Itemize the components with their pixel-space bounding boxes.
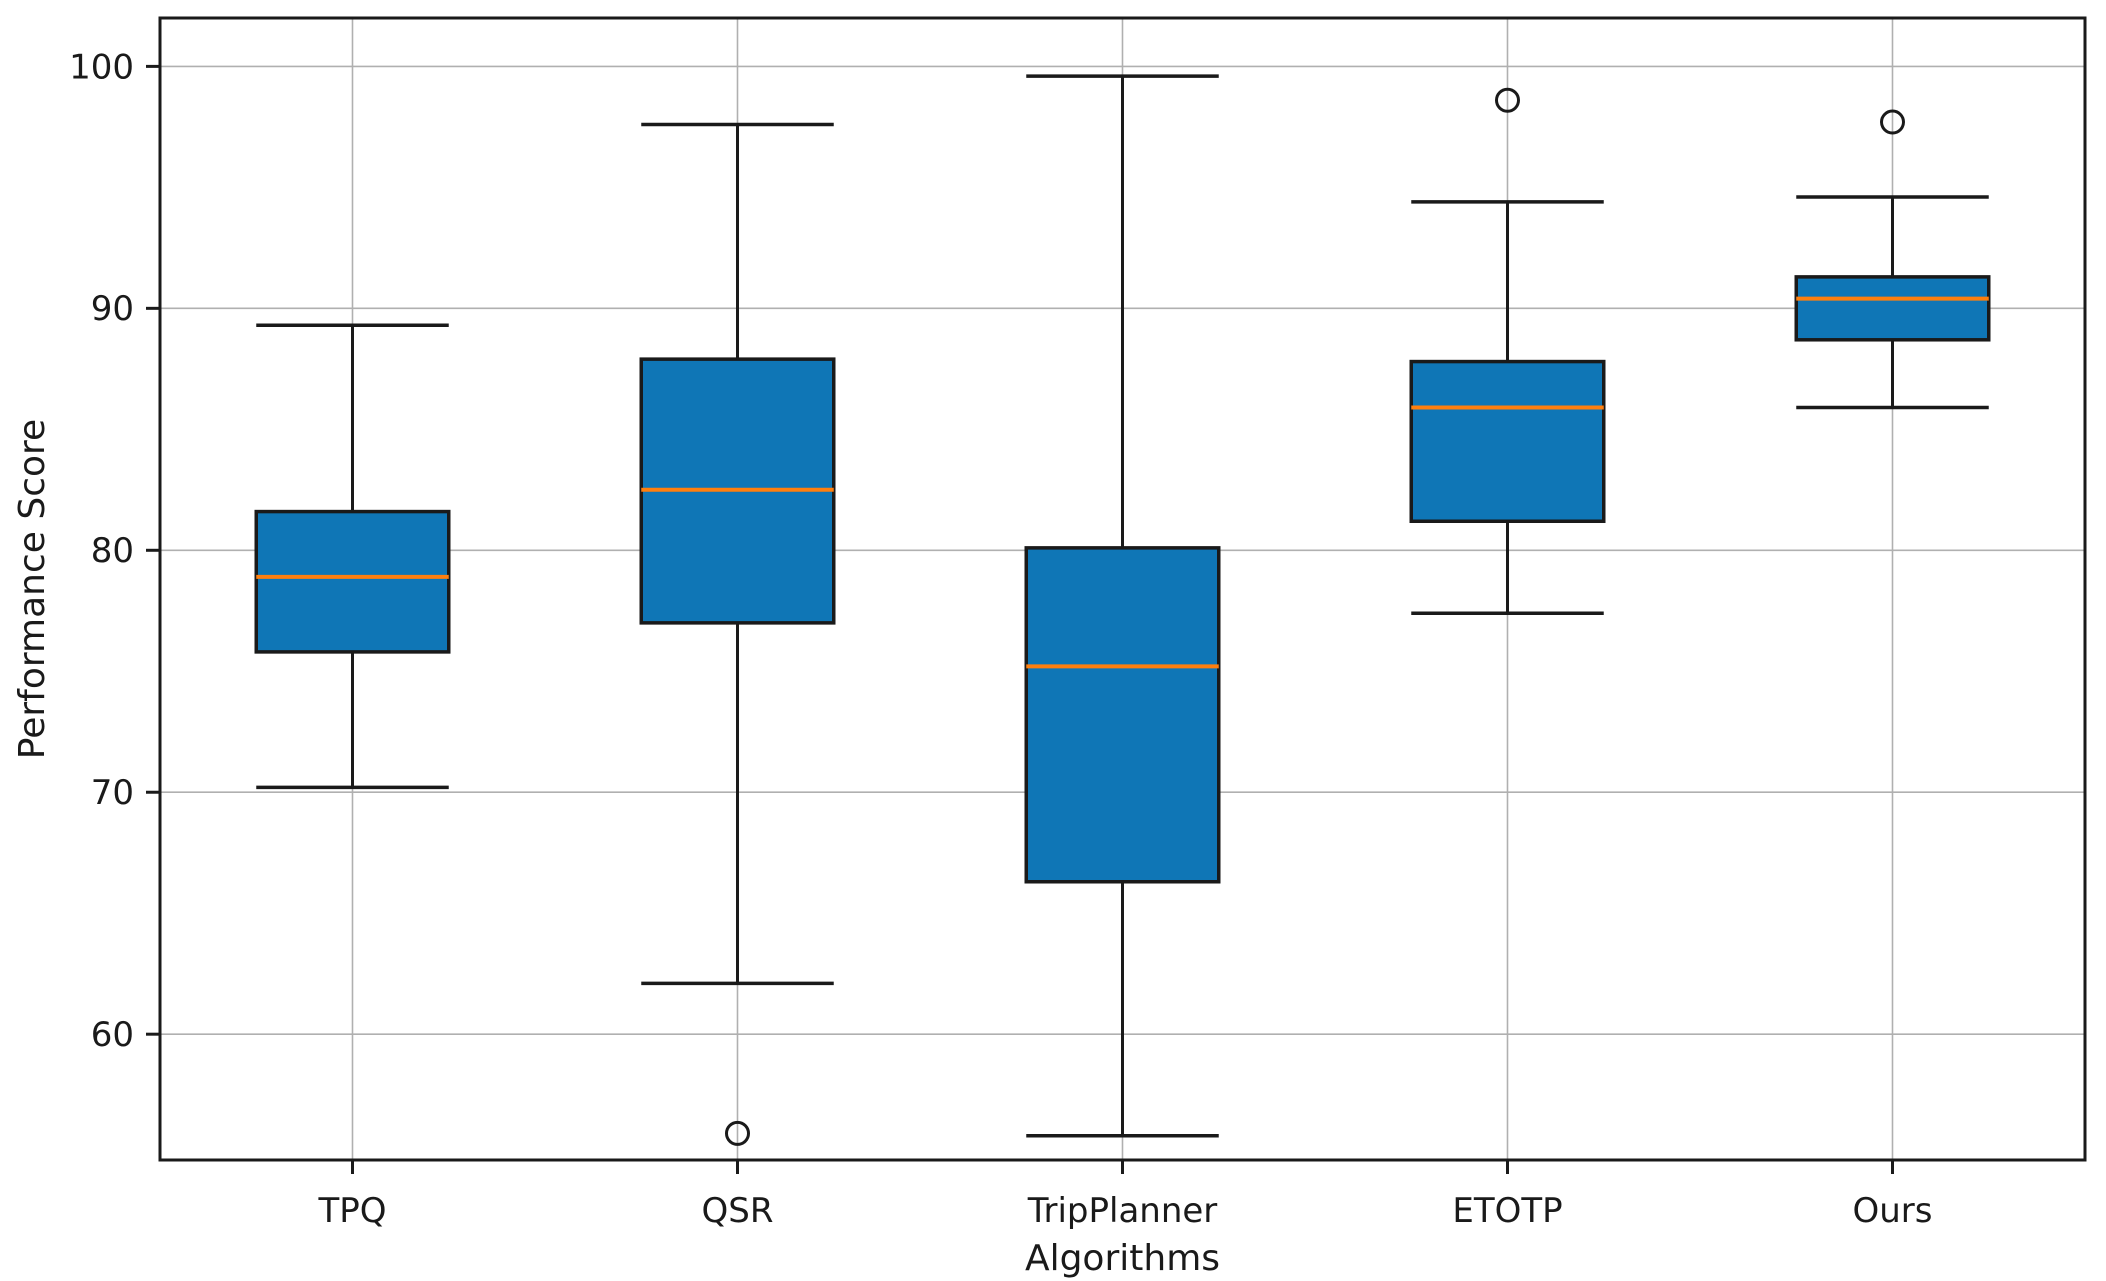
x-axis: TPQ QSR TripPlanner ETOTP Ours (317, 1160, 1933, 1231)
box-group-Ours (1794, 109, 1991, 410)
box-group-TripPlanner (1024, 74, 1221, 1138)
y-tick-label: 80 (91, 531, 134, 571)
x-tick-label: TPQ (317, 1191, 386, 1231)
iqr-box (254, 509, 451, 654)
y-tick-label: 100 (69, 47, 134, 87)
box-group-QSR (639, 122, 836, 1146)
y-tick-label: 90 (91, 289, 134, 329)
x-axis-title: Algorithms (1025, 1238, 1220, 1279)
y-tick-label: 70 (91, 773, 134, 813)
y-axis: 60 70 80 90 100 (69, 47, 160, 1055)
box-group-ETOTP (1409, 87, 1606, 615)
outlier-point (725, 1120, 750, 1146)
x-tick-label: TripPlanner (1027, 1191, 1218, 1231)
iqr-box (1409, 359, 1606, 524)
x-tick-label: QSR (702, 1191, 774, 1231)
x-tick-label: ETOTP (1452, 1191, 1562, 1231)
outlier-point (1495, 87, 1520, 113)
y-tick-label: 60 (91, 1015, 134, 1055)
plot-border (158, 16, 2087, 1162)
x-tick-label: Ours (1852, 1191, 1932, 1231)
outlier-point (1880, 109, 1905, 135)
box-group-TPQ (254, 323, 451, 790)
y-axis-title: Performance Score (12, 419, 53, 759)
iqr-box (1024, 546, 1221, 884)
iqr-box (1794, 275, 1991, 342)
